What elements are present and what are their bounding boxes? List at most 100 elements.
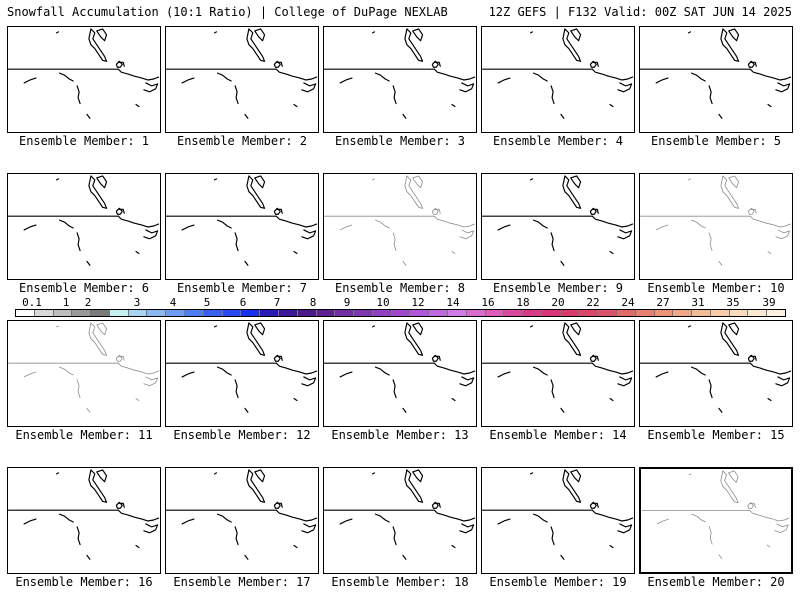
colorbar-swatch: [166, 310, 186, 316]
ensemble-member-label: Ensemble Member: 20: [647, 575, 785, 589]
ensemble-map-3[interactable]: [323, 26, 477, 133]
colorbar-swatch: [410, 310, 430, 316]
colorbar-swatch: [34, 310, 54, 316]
ensemble-map-12[interactable]: [165, 320, 319, 427]
ensemble-member-label: Ensemble Member: 19: [489, 575, 627, 589]
ensemble-map-6[interactable]: [7, 173, 161, 280]
colorbar-swatch: [147, 310, 167, 316]
colorbar-tick-label: 6: [239, 296, 247, 309]
ensemble-member-label: Ensemble Member: 1: [18, 134, 150, 148]
map-outline: [166, 469, 318, 560]
ensemble-member-label: Ensemble Member: 2: [176, 134, 308, 148]
colorbar-swatch: [16, 310, 35, 316]
ensemble-member-label: Ensemble Member: 9: [492, 281, 624, 295]
colorbar-swatch: [466, 310, 486, 316]
colorbar-swatch: [635, 310, 655, 316]
ensemble-map-11[interactable]: [7, 320, 161, 427]
ensemble-member-label: Ensemble Member: 6: [18, 281, 150, 295]
model-run-info: 12Z GEFS | F132 Valid: 00Z SAT JUN 14 20…: [488, 5, 792, 19]
ensemble-map-15[interactable]: [639, 320, 793, 427]
colorbar-tick-label: 35: [726, 296, 740, 309]
ensemble-map-9[interactable]: [481, 173, 635, 280]
map-outline: [324, 175, 475, 266]
colorbar-swatch: [354, 310, 373, 316]
map-outline: [641, 470, 790, 559]
map-outline: [324, 28, 476, 119]
ensemble-map-19[interactable]: [481, 467, 635, 574]
ensemble-member-label: Ensemble Member: 16: [15, 575, 153, 589]
colorbar-swatch: [748, 310, 768, 316]
colorbar-swatch: [692, 310, 711, 316]
ensemble-map-18[interactable]: [323, 467, 477, 574]
map-outline: [482, 28, 634, 119]
colorbar-swatch: [185, 310, 204, 316]
ensemble-member-label: Ensemble Member: 17: [173, 575, 311, 589]
ensemble-map-4[interactable]: [481, 26, 635, 133]
ensemble-map-10[interactable]: [639, 173, 793, 280]
colorbar-swatch: [222, 310, 242, 316]
ensemble-map-14[interactable]: [481, 320, 635, 427]
colorbar-tick-label: 1: [62, 296, 70, 309]
map-outline: [8, 175, 160, 266]
ensemble-map-2[interactable]: [165, 26, 319, 133]
ensemble-member-label: Ensemble Member: 8: [334, 281, 466, 295]
ensemble-member-label: Ensemble Member: 14: [489, 428, 627, 442]
map-outline: [8, 28, 160, 119]
colorbar-swatch: [109, 310, 129, 316]
colorbar-tick-label: 22: [586, 296, 600, 309]
ensemble-map-5[interactable]: [639, 26, 793, 133]
map-outline: [482, 322, 634, 413]
colorbar-tick-label: 39: [762, 296, 776, 309]
snowfall-colorbar: [15, 309, 786, 317]
colorbar-swatch: [579, 310, 599, 316]
colorbar-swatch: [316, 310, 336, 316]
colorbar-tick-label: 7: [273, 296, 281, 309]
colorbar-tick-label: 14: [446, 296, 460, 309]
colorbar-swatch: [598, 310, 617, 316]
colorbar-swatch: [504, 310, 524, 316]
colorbar-tick-label: 5: [203, 296, 211, 309]
ensemble-member-label: Ensemble Member: 12: [173, 428, 311, 442]
map-outline: [640, 28, 792, 119]
ensemble-member-label: Ensemble Member: 18: [331, 575, 469, 589]
ensemble-member-label: Ensemble Member: 4: [492, 134, 624, 148]
ensemble-map-17[interactable]: [165, 467, 319, 574]
colorbar-tick-label: 3: [133, 296, 141, 309]
ensemble-member-label: Ensemble Member: 5: [650, 134, 782, 148]
ensemble-map-20[interactable]: [639, 467, 793, 574]
colorbar-swatch: [767, 310, 786, 316]
colorbar-swatch: [729, 310, 749, 316]
colorbar-swatch: [241, 310, 261, 316]
colorbar-tick-label: 31: [691, 296, 705, 309]
ensemble-map-16[interactable]: [7, 467, 161, 574]
colorbar-tick-label: 20: [551, 296, 565, 309]
map-outline: [640, 175, 791, 266]
colorbar-swatch: [391, 310, 411, 316]
colorbar-swatch: [485, 310, 505, 316]
ensemble-member-label: Ensemble Member: 13: [331, 428, 469, 442]
ensemble-member-label: Ensemble Member: 11: [15, 428, 153, 442]
colorbar-swatch: [203, 310, 223, 316]
colorbar-tick-label: 0.1: [22, 296, 42, 309]
map-outline: [482, 469, 634, 560]
ensemble-map-13[interactable]: [323, 320, 477, 427]
colorbar-swatch: [297, 310, 317, 316]
colorbar-swatch: [523, 310, 542, 316]
colorbar-tick-label: 27: [656, 296, 670, 309]
colorbar-swatch: [654, 310, 674, 316]
colorbar-swatch: [72, 310, 92, 316]
ensemble-member-label: Ensemble Member: 15: [647, 428, 785, 442]
ensemble-map-1[interactable]: [7, 26, 161, 133]
colorbar-swatch: [91, 310, 110, 316]
colorbar-swatch: [541, 310, 561, 316]
colorbar-swatch: [447, 310, 467, 316]
map-outline: [166, 28, 318, 119]
colorbar-tick-label: 9: [343, 296, 351, 309]
ensemble-member-label: Ensemble Member: 7: [176, 281, 308, 295]
ensemble-map-7[interactable]: [165, 173, 319, 280]
map-outline: [8, 469, 160, 560]
ensemble-map-8[interactable]: [323, 173, 477, 280]
colorbar-swatch: [673, 310, 693, 316]
map-title: Snowfall Accumulation (10:1 Ratio) | Col…: [7, 5, 448, 19]
map-outline: [8, 322, 159, 413]
